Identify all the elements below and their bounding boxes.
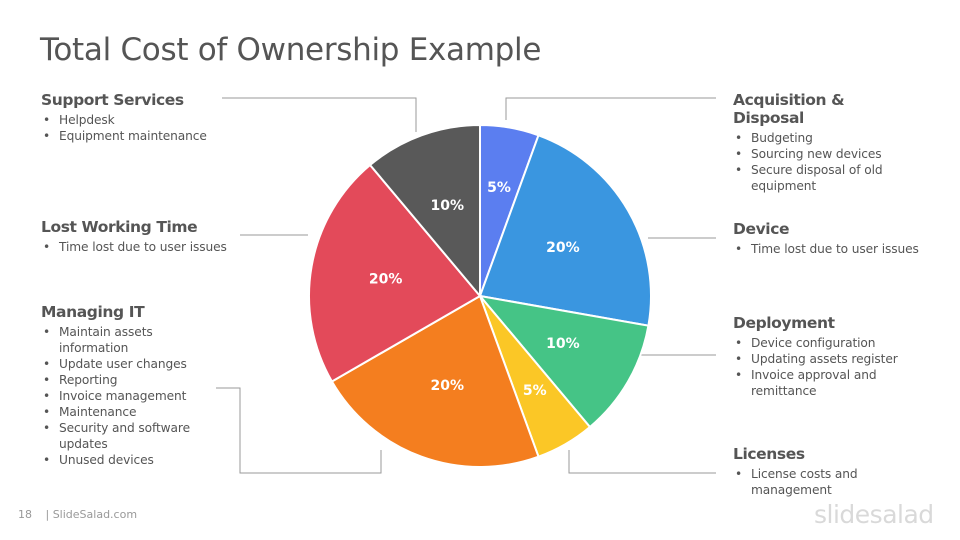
bullet-item: Updating assets register: [733, 351, 913, 367]
pie-slice-deployment: [477, 294, 650, 429]
bullet-list: Budgeting Sourcing new devices Secure di…: [733, 130, 908, 194]
pie-slice-device: [478, 134, 652, 327]
footer: 18 | SlideSalad.com: [18, 508, 137, 521]
slice-data-label: 10%: [430, 198, 464, 214]
category-deployment: Deployment Device configuration Updating…: [733, 314, 913, 399]
bullet-list: License costs and management: [733, 466, 898, 498]
bullet-item: Equipment maintenance: [41, 128, 251, 144]
pie-slice-managing-it: [330, 294, 540, 468]
bullet-item: Security and software updates: [41, 420, 206, 452]
leader-acquisition: [505, 97, 716, 120]
category-heading: Licenses: [733, 445, 805, 463]
slice-data-label: 5%: [523, 383, 547, 399]
slide-title: Total Cost of Ownership Example: [40, 32, 542, 68]
slice-data-label: 20%: [546, 240, 580, 256]
brand-logo: slidesalad: [814, 500, 934, 529]
category-support-services: Support Services Helpdesk Equipment main…: [41, 91, 251, 144]
category-heading: Support Services: [41, 91, 184, 109]
category-lost-working-time: Lost Working Time Time lost due to user …: [41, 218, 251, 255]
footer-site: | SlideSalad.com: [45, 508, 138, 521]
bullet-item: Time lost due to user issues: [733, 241, 943, 257]
bullet-item: Time lost due to user issues: [41, 239, 251, 255]
bullet-list: Time lost due to user issues: [733, 241, 943, 257]
bullet-item: Sourcing new devices: [733, 146, 908, 162]
category-heading: Deployment: [733, 314, 835, 332]
slice-data-label: 20%: [430, 378, 464, 394]
bullet-list: Time lost due to user issues: [41, 239, 251, 255]
bullet-item: Device configuration: [733, 335, 913, 351]
leader-lines: [216, 97, 716, 474]
leader-support: [222, 97, 417, 132]
bullet-item: Budgeting: [733, 130, 908, 146]
category-heading: Managing IT: [41, 303, 145, 321]
slice-data-label: 20%: [369, 271, 403, 287]
bullet-list: Maintain assets information Update user …: [41, 324, 206, 468]
leader-managing: [216, 387, 382, 474]
bullet-item: Invoice approval and remittance: [733, 367, 913, 399]
leader-licenses: [568, 450, 716, 474]
category-heading: Device: [733, 220, 790, 238]
bullet-list: Helpdesk Equipment maintenance: [41, 112, 251, 144]
bullet-item: Reporting: [41, 372, 206, 388]
bullet-item: Maintain assets information: [41, 324, 206, 356]
bullet-item: Unused devices: [41, 452, 206, 468]
bullet-list: Device configuration Updating assets reg…: [733, 335, 913, 399]
category-heading: Acquisition & Disposal: [733, 91, 845, 127]
bullet-item: Update user changes: [41, 356, 206, 372]
bullet-item: Helpdesk: [41, 112, 251, 128]
category-managing-it: Managing IT Maintain assets information …: [41, 303, 206, 468]
bullet-item: Invoice management: [41, 388, 206, 404]
bullet-item: Maintenance: [41, 404, 206, 420]
category-licenses: Licenses License costs and management: [733, 445, 898, 498]
category-acquisition-disposal: Acquisition & Disposal Budgeting Sourcin…: [733, 91, 908, 194]
bullet-item: Secure disposal of old equipment: [733, 162, 908, 194]
slice-data-label: 5%: [487, 180, 511, 196]
pie-slice-lost-working-time: [308, 163, 482, 383]
category-device: Device Time lost due to user issues: [733, 220, 943, 257]
category-heading: Lost Working Time: [41, 218, 198, 236]
slice-data-label: 10%: [546, 336, 580, 352]
page-number: 18: [18, 508, 32, 521]
bullet-item: License costs and management: [733, 466, 898, 498]
pie-slice-support-services: [368, 123, 481, 299]
